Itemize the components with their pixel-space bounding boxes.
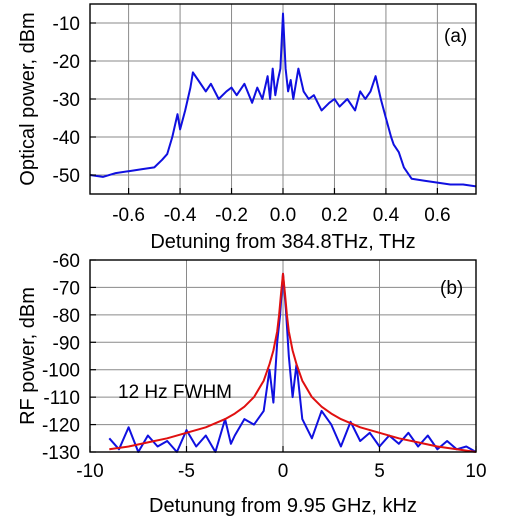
panel-b-grid	[89, 260, 477, 452]
y-tick-label: -100	[42, 361, 80, 382]
series-line-1	[89, 12, 477, 188]
y-tick-label: -50	[53, 166, 80, 187]
x-tick-label: 0.2	[321, 205, 347, 226]
panel-b-label: (b)	[440, 278, 463, 299]
x-tick-label: 0	[278, 461, 289, 482]
y-tick-label: -10	[53, 14, 80, 35]
y-tick-label: -70	[53, 278, 80, 299]
chart-panel-a: -0.6 -0.4 -0.2 0.0 0.2 0.4 0.6 -10 -20 -30 -40 -50…	[17, 3, 477, 253]
panel-a-y-axis-title: Optical power, dBm	[17, 12, 39, 185]
panel-b-series	[108, 272, 477, 453]
panel-a-ticks	[90, 22, 438, 194]
x-tick-label: -0.2	[215, 205, 248, 226]
panel-b-x-tick-labels: -10 -5 0 5 10	[76, 461, 486, 482]
panel-a-y-tick-labels: -10 -20 -30 -40 -50	[53, 14, 80, 187]
x-tick-label: -0.4	[164, 205, 197, 226]
x-tick-label: 0.0	[270, 205, 296, 226]
panel-a-series	[89, 12, 477, 188]
x-tick-label: 0.4	[373, 205, 400, 226]
y-tick-label: -20	[53, 52, 80, 73]
y-tick-label: -60	[53, 251, 80, 272]
panel-a-x-axis-title: Detuning from 384.8THz, THz	[150, 231, 415, 253]
chart-panel-b: -10 -5 0 5 10 -60 -70 -80 -90 -100 -110 -120 -130 (…	[17, 251, 487, 517]
y-tick-label: -120	[42, 416, 80, 437]
x-tick-label: 5	[374, 461, 385, 482]
x-tick-label: 10	[465, 461, 486, 482]
panel-b-x-axis-title: Detunung from 9.95 GHz, kHz	[149, 495, 417, 517]
y-tick-label: -130	[42, 443, 80, 464]
x-tick-label: -10	[76, 461, 103, 482]
panel-b-ticks	[89, 259, 477, 453]
x-tick-label: -5	[178, 461, 195, 482]
x-tick-label: 0.6	[424, 205, 450, 226]
series-line-2	[109, 272, 477, 453]
y-tick-label: -30	[53, 90, 80, 111]
panel-b-y-tick-labels: -60 -70 -80 -90 -100 -110 -120 -130	[42, 251, 80, 464]
y-tick-label: -110	[43, 388, 80, 409]
panel-a-x-tick-labels: -0.6 -0.4 -0.2 0.0 0.2 0.4 0.6	[112, 205, 450, 226]
panel-a-label: (a)	[444, 26, 467, 47]
y-tick-label: -40	[53, 128, 80, 149]
series-line-1	[108, 272, 477, 453]
panel-b-y-axis-title: RF power, dBm	[17, 287, 39, 425]
x-tick-label: -0.6	[112, 205, 145, 226]
y-tick-label: -80	[53, 306, 80, 327]
panel-b-annotation: 12 Hz FWHM	[118, 382, 232, 403]
y-tick-label: -90	[53, 333, 80, 354]
